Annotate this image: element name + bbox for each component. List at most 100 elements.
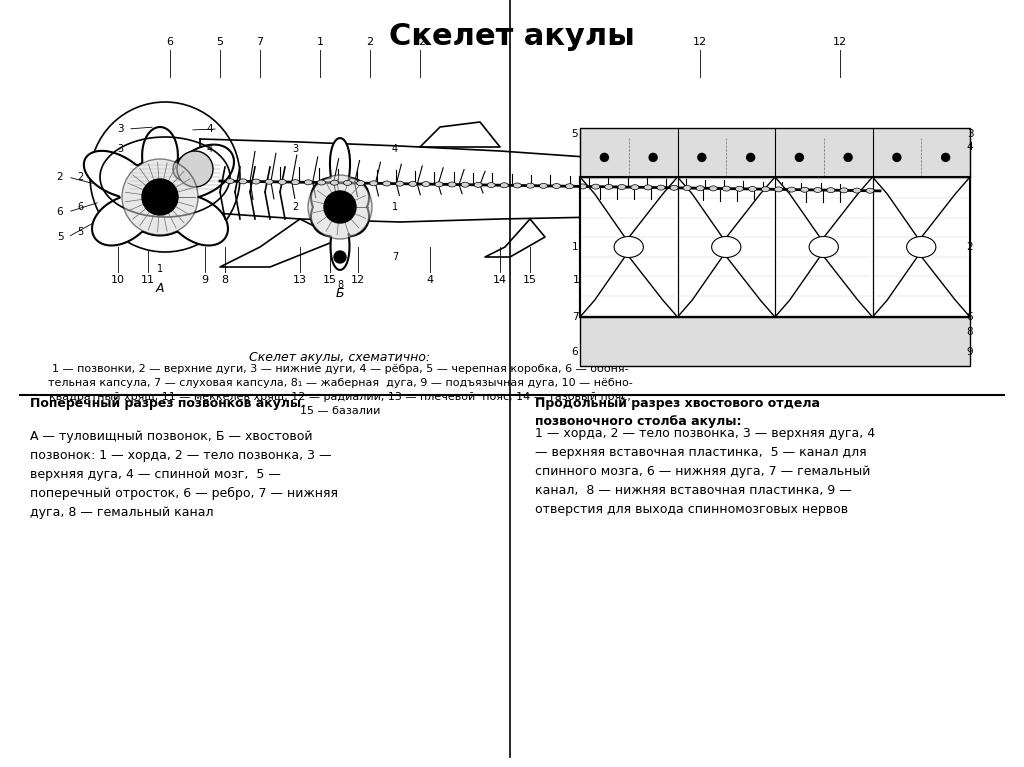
Circle shape <box>177 151 213 187</box>
Polygon shape <box>775 177 872 317</box>
Circle shape <box>173 157 197 181</box>
Text: Б: Б <box>336 287 344 300</box>
Text: 2: 2 <box>56 172 63 182</box>
Ellipse shape <box>565 184 573 189</box>
Text: 1: 1 <box>316 37 324 47</box>
Ellipse shape <box>304 179 312 185</box>
Ellipse shape <box>866 188 874 193</box>
Text: 2: 2 <box>967 242 974 252</box>
Polygon shape <box>580 177 678 317</box>
Text: 9: 9 <box>967 347 974 357</box>
Ellipse shape <box>696 186 705 191</box>
Ellipse shape <box>809 236 839 258</box>
Text: 15: 15 <box>323 275 337 285</box>
Ellipse shape <box>840 188 848 193</box>
Text: 7: 7 <box>256 37 263 47</box>
Ellipse shape <box>370 181 378 186</box>
Text: 13: 13 <box>293 275 307 285</box>
Text: 2: 2 <box>367 37 374 47</box>
Text: 12: 12 <box>673 275 687 285</box>
Ellipse shape <box>657 185 665 190</box>
Circle shape <box>942 153 949 161</box>
Bar <box>580 317 970 366</box>
Text: 5: 5 <box>571 129 579 139</box>
Circle shape <box>746 153 755 161</box>
Circle shape <box>600 153 608 161</box>
Bar <box>580 128 970 177</box>
Text: 8: 8 <box>221 275 228 285</box>
Circle shape <box>893 153 901 161</box>
Ellipse shape <box>383 181 391 186</box>
Text: 1: 1 <box>157 264 163 274</box>
Text: Поперечный разрез позвонков акулы.: Поперечный разрез позвонков акулы. <box>30 397 306 410</box>
Ellipse shape <box>513 183 521 188</box>
Ellipse shape <box>239 179 247 184</box>
Text: 4: 4 <box>207 144 213 154</box>
Ellipse shape <box>474 183 482 187</box>
Ellipse shape <box>853 188 861 193</box>
Ellipse shape <box>396 181 403 186</box>
Text: 7: 7 <box>392 252 398 262</box>
Circle shape <box>698 153 706 161</box>
Bar <box>580 177 970 317</box>
Text: 7: 7 <box>571 312 579 322</box>
Ellipse shape <box>762 186 769 192</box>
Ellipse shape <box>906 236 936 258</box>
Ellipse shape <box>670 186 678 190</box>
Ellipse shape <box>592 184 600 189</box>
Text: 4: 4 <box>426 275 433 285</box>
Circle shape <box>324 191 356 223</box>
Ellipse shape <box>526 183 535 188</box>
Ellipse shape <box>617 185 626 189</box>
Ellipse shape <box>826 188 835 193</box>
Ellipse shape <box>735 186 743 191</box>
Text: 3: 3 <box>117 124 123 134</box>
Polygon shape <box>200 139 895 262</box>
Ellipse shape <box>722 186 730 191</box>
Text: А — туловищный позвонок, Б — хвостовой
позвонок: 1 — хорда, 2 — тело позвонка, 3: А — туловищный позвонок, Б — хвостовой п… <box>30 411 338 519</box>
Ellipse shape <box>614 236 643 258</box>
Ellipse shape <box>683 186 691 190</box>
Ellipse shape <box>435 182 443 187</box>
Text: 8: 8 <box>337 280 343 290</box>
Ellipse shape <box>252 179 260 184</box>
Text: 5: 5 <box>56 232 63 242</box>
Text: 12: 12 <box>573 275 587 285</box>
Ellipse shape <box>265 179 273 184</box>
Circle shape <box>180 164 190 174</box>
Text: 10: 10 <box>111 275 125 285</box>
Ellipse shape <box>605 184 612 189</box>
Text: 11: 11 <box>141 275 155 285</box>
Polygon shape <box>485 219 545 257</box>
Text: 9: 9 <box>202 275 209 285</box>
Circle shape <box>308 175 372 239</box>
Ellipse shape <box>801 187 809 193</box>
Ellipse shape <box>343 180 351 186</box>
Ellipse shape <box>331 180 339 185</box>
Ellipse shape <box>787 187 796 192</box>
Text: Скелет акулы: Скелет акулы <box>389 22 635 51</box>
Ellipse shape <box>409 181 417 186</box>
Ellipse shape <box>226 179 234 183</box>
Text: 3: 3 <box>292 144 298 154</box>
Text: 1: 1 <box>392 202 398 212</box>
Text: 1 — хорда, 2 — тело позвонка, 3 — верхняя дуга, 4
— верхняя вставочная пластинка: 1 — хорда, 2 — тело позвонка, 3 — верхня… <box>535 427 876 516</box>
Text: 8: 8 <box>967 327 974 337</box>
Ellipse shape <box>712 236 741 258</box>
Text: 5: 5 <box>77 227 83 237</box>
Polygon shape <box>678 177 775 317</box>
Text: 6: 6 <box>167 37 173 47</box>
Text: 3: 3 <box>117 144 123 154</box>
Circle shape <box>649 153 657 161</box>
Ellipse shape <box>631 185 639 189</box>
Text: А: А <box>156 282 164 295</box>
Text: 6: 6 <box>571 347 579 357</box>
Ellipse shape <box>291 179 299 185</box>
Text: 5: 5 <box>216 37 223 47</box>
Polygon shape <box>640 139 695 159</box>
Circle shape <box>122 159 198 235</box>
Circle shape <box>90 102 240 252</box>
Text: 14: 14 <box>493 275 507 285</box>
Ellipse shape <box>644 185 652 190</box>
Ellipse shape <box>501 183 508 188</box>
